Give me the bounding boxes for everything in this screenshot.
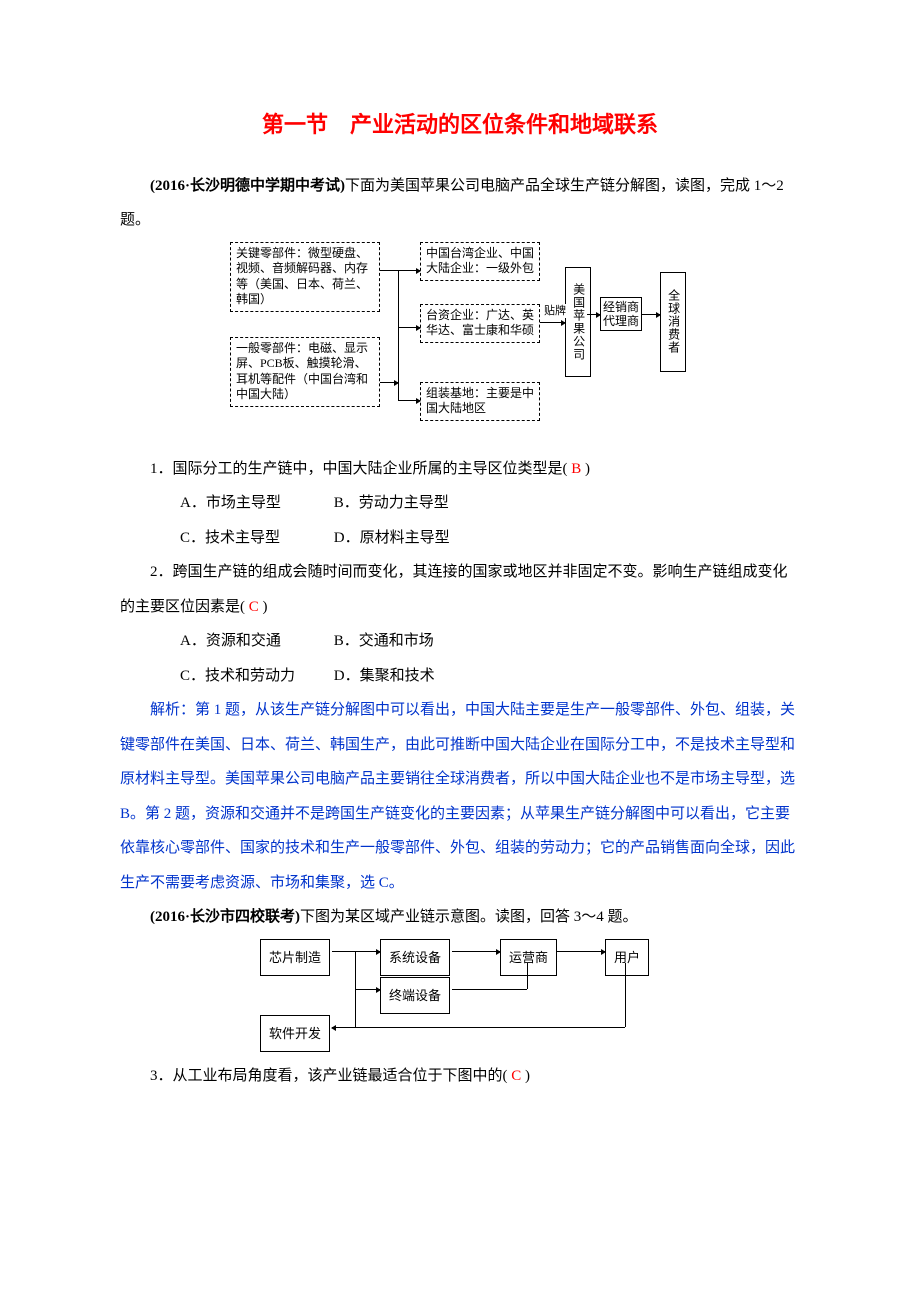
source-label-1: (2016·长沙明德中学期中考试): [150, 178, 345, 194]
analysis-label: 解析：: [150, 702, 195, 718]
node-key-parts: 关键零部件：微型硬盘、视频、音频解码器、内存等（美国、日本、荷兰、韩国）: [230, 242, 380, 312]
node-general-parts: 一般零部件：电磁、显示屏、PCB板、触摸轮滑、耳机等配件（中国台湾和中国大陆）: [230, 337, 380, 407]
node-assembly: 组装基地：主要是中国大陆地区: [420, 382, 540, 421]
q1-opts-row1: A．市场主导型 B．劳动力主导型: [120, 486, 800, 521]
node-outsourcing: 中国台湾企业、中国大陆企业：一级外包: [420, 242, 540, 281]
q3-answer: C: [511, 1068, 521, 1084]
arrow-6: [642, 314, 660, 315]
industry-chain-diagram: 芯片制造 系统设备 终端设备 软件开发 运营商 用户: [260, 939, 660, 1049]
source-label-2: (2016·长沙市四校联考): [150, 909, 300, 925]
q1-close: ): [581, 461, 590, 477]
node-user: 用户: [605, 939, 649, 977]
diagram-1-wrap: 关键零部件：微型硬盘、视频、音频解码器、内存等（美国、日本、荷兰、韩国） 一般零…: [120, 242, 800, 442]
d2-arrow-system-operator: [452, 951, 500, 952]
q3-text: 3．从工业布局角度看，该产业链最适合位于下图中的(: [150, 1068, 511, 1084]
q2-close: ): [259, 599, 268, 615]
intro-paragraph-2: (2016·长沙市四校联考)下图为某区域产业链示意图。读图，回答 3～4 题。: [120, 900, 800, 935]
d2-line-v-op: [527, 963, 528, 989]
arrow-1: [380, 270, 420, 271]
q2-opt-c: C．技术和劳动力: [150, 659, 300, 694]
d2-line-bottom: [332, 1027, 625, 1028]
q1-text: 1．国际分工的生产链中，中国大陆企业所属的主导区位类型是(: [150, 461, 571, 477]
node-software: 软件开发: [260, 1015, 330, 1053]
intro-paragraph-1: (2016·长沙明德中学期中考试)下面为美国苹果公司电脑产品全球生产链分解图，读…: [120, 169, 800, 238]
d2-line-terminal-right: [452, 989, 527, 990]
q1-opt-b: B．劳动力主导型: [304, 486, 454, 521]
node-apple: 美国苹果公司: [565, 267, 591, 377]
q2-opts-row1: A．资源和交通 B．交通和市场: [120, 624, 800, 659]
supply-chain-diagram: 关键零部件：微型硬盘、视频、音频解码器、内存等（美国、日本、荷兰、韩国） 一般零…: [230, 242, 690, 442]
chapter-title: 第一节 产业活动的区位条件和地域联系: [120, 100, 800, 151]
label-tiepai: 贴牌: [544, 304, 566, 318]
node-distributor: 经销商代理商: [600, 297, 642, 332]
q2-text: 2．跨国生产链的组成会随时间而变化，其连接的国家或地区并非固定不变。影响生产链组…: [120, 564, 788, 615]
q1-opt-a: A．市场主导型: [150, 486, 300, 521]
q1-stem: 1．国际分工的生产链中，中国大陆企业所属的主导区位类型是( B ): [120, 452, 800, 487]
node-taiwanese: 台资企业：广达、英华达、富士康和华硕: [420, 304, 540, 343]
d2-line-v-user: [625, 963, 626, 1027]
d2-arrow-chip-system: [332, 951, 380, 952]
node-consumer: 全球消费者: [660, 272, 686, 372]
q2-opt-a: A．资源和交通: [150, 624, 300, 659]
q3-close: ): [521, 1068, 530, 1084]
arrow-5: [587, 314, 600, 315]
document-page: 第一节 产业活动的区位条件和地域联系 (2016·长沙明德中学期中考试)下面为美…: [0, 0, 920, 1153]
q1-opt-d: D．原材料主导型: [304, 521, 454, 556]
analysis-text: 第 1 题，从该生产链分解图中可以看出，中国大陆主要是生产一般零部件、外包、组装…: [120, 702, 795, 891]
node-chip: 芯片制造: [260, 939, 330, 977]
d2-arrow-to-terminal: [355, 989, 380, 990]
q2-opt-d: D．集聚和技术: [304, 659, 454, 694]
q1-opts-row2: C．技术主导型 D．原材料主导型: [120, 521, 800, 556]
arrow-3: [398, 400, 420, 401]
d2-arrow-operator-user: [556, 951, 605, 952]
intro-text-2: 下图为某区域产业链示意图。读图，回答 3～4 题。: [300, 909, 638, 925]
node-system: 系统设备: [380, 939, 450, 977]
node-operator: 运营商: [500, 939, 557, 977]
q2-opts-row2: C．技术和劳动力 D．集聚和技术: [120, 659, 800, 694]
arrow-2: [398, 327, 420, 328]
node-terminal: 终端设备: [380, 977, 450, 1015]
q2-stem: 2．跨国生产链的组成会随时间而变化，其连接的国家或地区并非固定不变。影响生产链组…: [120, 555, 800, 624]
q3-stem: 3．从工业布局角度看，该产业链最适合位于下图中的( C ): [120, 1059, 800, 1094]
q1-opt-c: C．技术主导型: [150, 521, 300, 556]
analysis-1: 解析：第 1 题，从该生产链分解图中可以看出，中国大陆主要是生产一般零部件、外包…: [120, 693, 800, 900]
arrow-4: [540, 322, 565, 323]
diagram-2-wrap: 芯片制造 系统设备 终端设备 软件开发 运营商 用户: [120, 939, 800, 1049]
q1-answer: B: [571, 461, 581, 477]
q2-opt-b: B．交通和市场: [304, 624, 454, 659]
q2-answer: C: [249, 599, 259, 615]
line-h1: [380, 382, 398, 383]
